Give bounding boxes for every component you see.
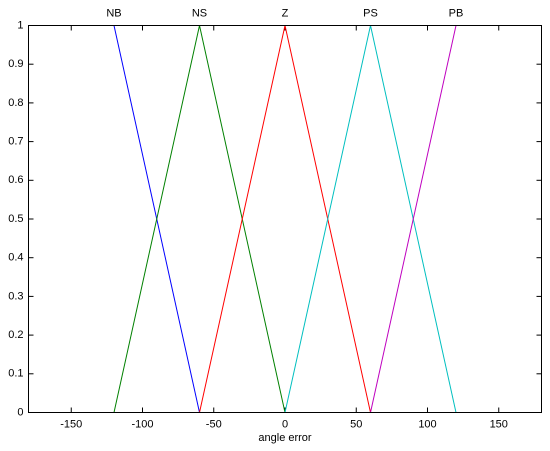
y-tick-label: 0.7 [8,136,23,148]
plot-frame [28,25,542,413]
y-tick-label: 0.9 [8,58,23,70]
x-tick-label: 0 [282,418,288,430]
x-tick-label: 100 [418,418,436,430]
series-label: NS [192,7,207,19]
x-tick-label: -100 [131,418,153,430]
y-tick-label: 1 [17,19,23,31]
y-tick-label: 0.4 [8,252,23,264]
y-tick-label: 0.3 [8,290,23,302]
y-tick-label: 0 [17,406,23,418]
y-tick-label: 0.2 [8,329,23,341]
y-tick-label: 0.8 [8,97,23,109]
series-label: PS [363,7,378,19]
series-label: NB [106,7,121,19]
series-label: PB [449,7,464,19]
y-tick-label: 0.5 [8,213,23,225]
series-label: Z [282,7,289,19]
y-tick-label: 0.6 [8,174,23,186]
x-tick-label: 50 [350,418,362,430]
y-tick-label: 0.1 [8,368,23,380]
x-tick-label: 150 [490,418,508,430]
x-tick-label: -50 [206,418,222,430]
x-axis-label: angle error [258,432,312,444]
x-tick-label: -150 [60,418,82,430]
